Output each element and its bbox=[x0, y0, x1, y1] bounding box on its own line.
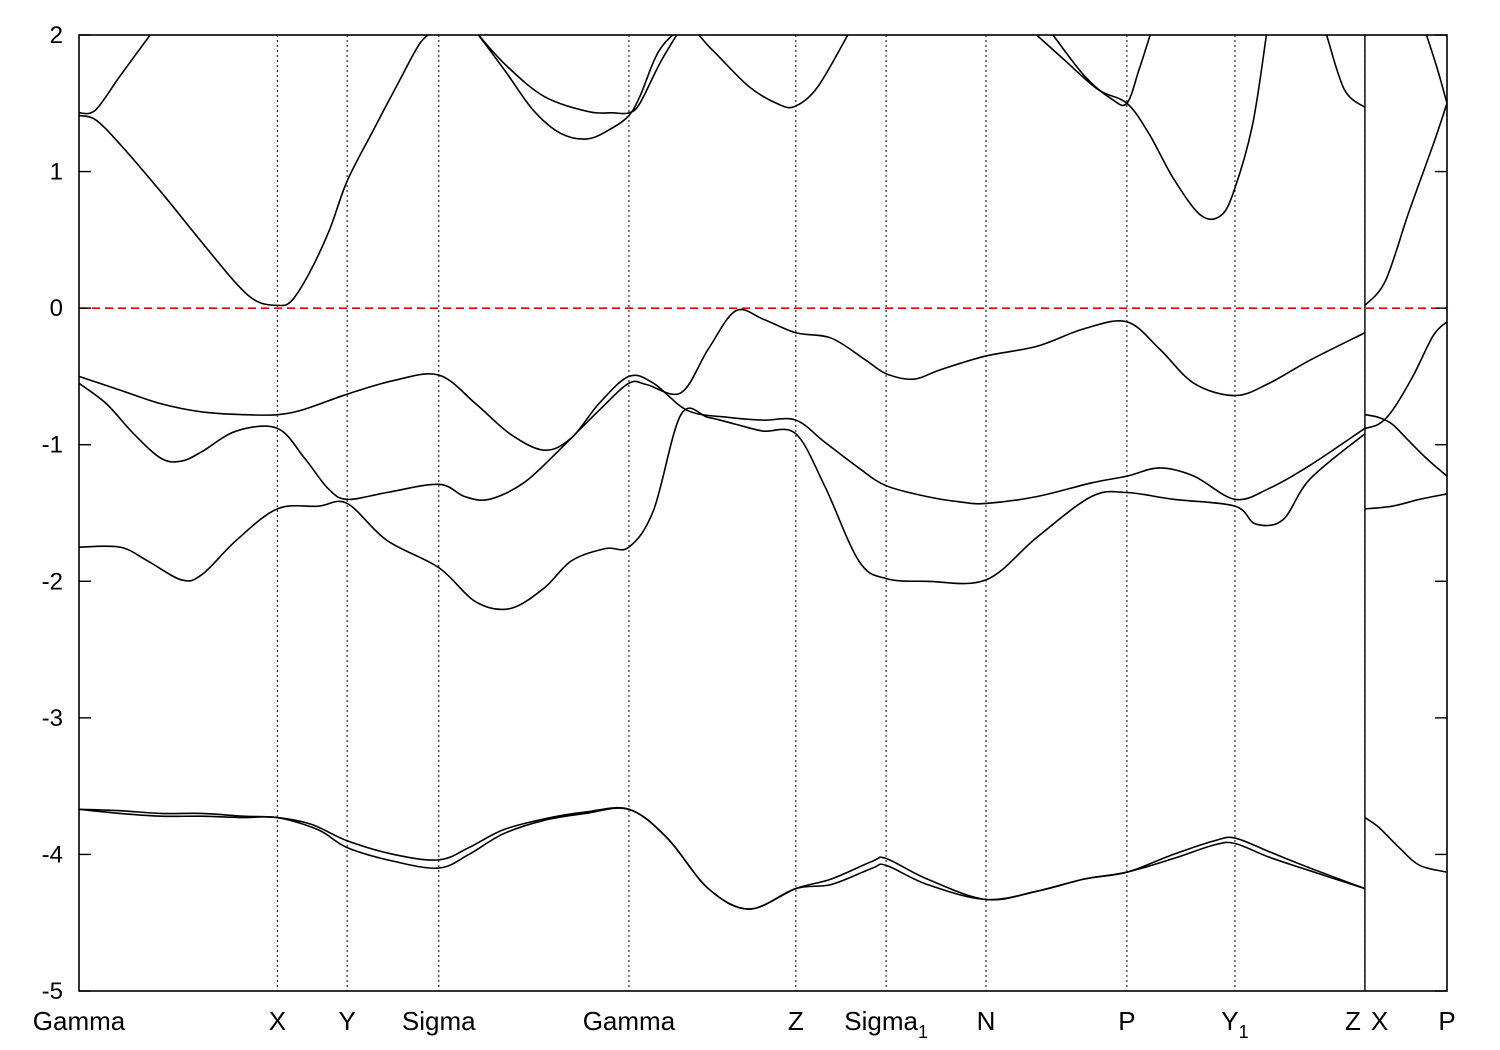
kpoint-label-4: Gamma bbox=[583, 1006, 676, 1036]
band-line-15 bbox=[1364, 321, 1447, 430]
kpoint-label-10: Z bbox=[1345, 1006, 1361, 1036]
band-line-17 bbox=[1364, 816, 1447, 873]
band-line-6 bbox=[1325, 35, 1366, 109]
kpoint-label-3: Sigma bbox=[402, 1006, 476, 1036]
band-line-0 bbox=[79, 35, 151, 115]
band-line-16 bbox=[1364, 493, 1447, 510]
band-line-12 bbox=[79, 807, 1366, 910]
band-line-11 bbox=[79, 407, 1366, 611]
band-line-10 bbox=[79, 308, 1366, 502]
y-tick-label-0: 2 bbox=[50, 22, 63, 49]
x-axis-kpoint-labels: Gamma X Y Sigma Gamma Z Sigma1 N P Y1 Z X P bbox=[33, 1006, 1456, 1042]
band-line-8 bbox=[1425, 35, 1447, 104]
kpoint-label-8: P bbox=[1118, 1006, 1135, 1036]
y-tick-label-7: -5 bbox=[42, 978, 63, 1005]
kpoint-label-0: Gamma bbox=[33, 1006, 126, 1036]
band-line-1 bbox=[79, 35, 430, 307]
kpoint-label-11: X bbox=[1371, 1006, 1388, 1036]
band-line-4 bbox=[1036, 35, 1268, 221]
kpoint-label-2: Y bbox=[338, 1006, 355, 1036]
y-tick-label-2: 0 bbox=[50, 295, 63, 322]
y-tick-label-6: -4 bbox=[42, 841, 63, 868]
band-lines bbox=[79, 35, 1447, 910]
y-tick-label-3: -1 bbox=[42, 432, 63, 459]
kpoint-label-12: P bbox=[1438, 1006, 1455, 1036]
plot-border bbox=[78, 34, 1448, 992]
plot-frame bbox=[78, 34, 1448, 992]
band-line-2 bbox=[477, 35, 849, 140]
band-line-13 bbox=[79, 806, 1366, 910]
y-tick-label-1: 1 bbox=[50, 159, 63, 186]
y-tick-label-5: -3 bbox=[42, 705, 63, 732]
kpoint-separator-lines bbox=[276, 35, 1366, 991]
band-line-9 bbox=[79, 373, 1366, 505]
band-line-3 bbox=[477, 35, 678, 115]
kpoint-label-7: N bbox=[977, 1006, 996, 1036]
kpoint-label-1: X bbox=[269, 1006, 286, 1036]
band-line-5 bbox=[1052, 35, 1151, 107]
band-line-14 bbox=[1364, 413, 1447, 477]
y-axis-ticks: 2 1 0 -1 -2 -3 -4 -5 bbox=[42, 22, 1447, 1005]
kpoint-label-6: Sigma1 bbox=[844, 1006, 928, 1042]
band-line-7 bbox=[1364, 103, 1447, 306]
y-tick-label-4: -2 bbox=[42, 568, 63, 595]
kpoint-label-9: Y1 bbox=[1221, 1006, 1248, 1042]
kpoint-label-5: Z bbox=[788, 1006, 804, 1036]
